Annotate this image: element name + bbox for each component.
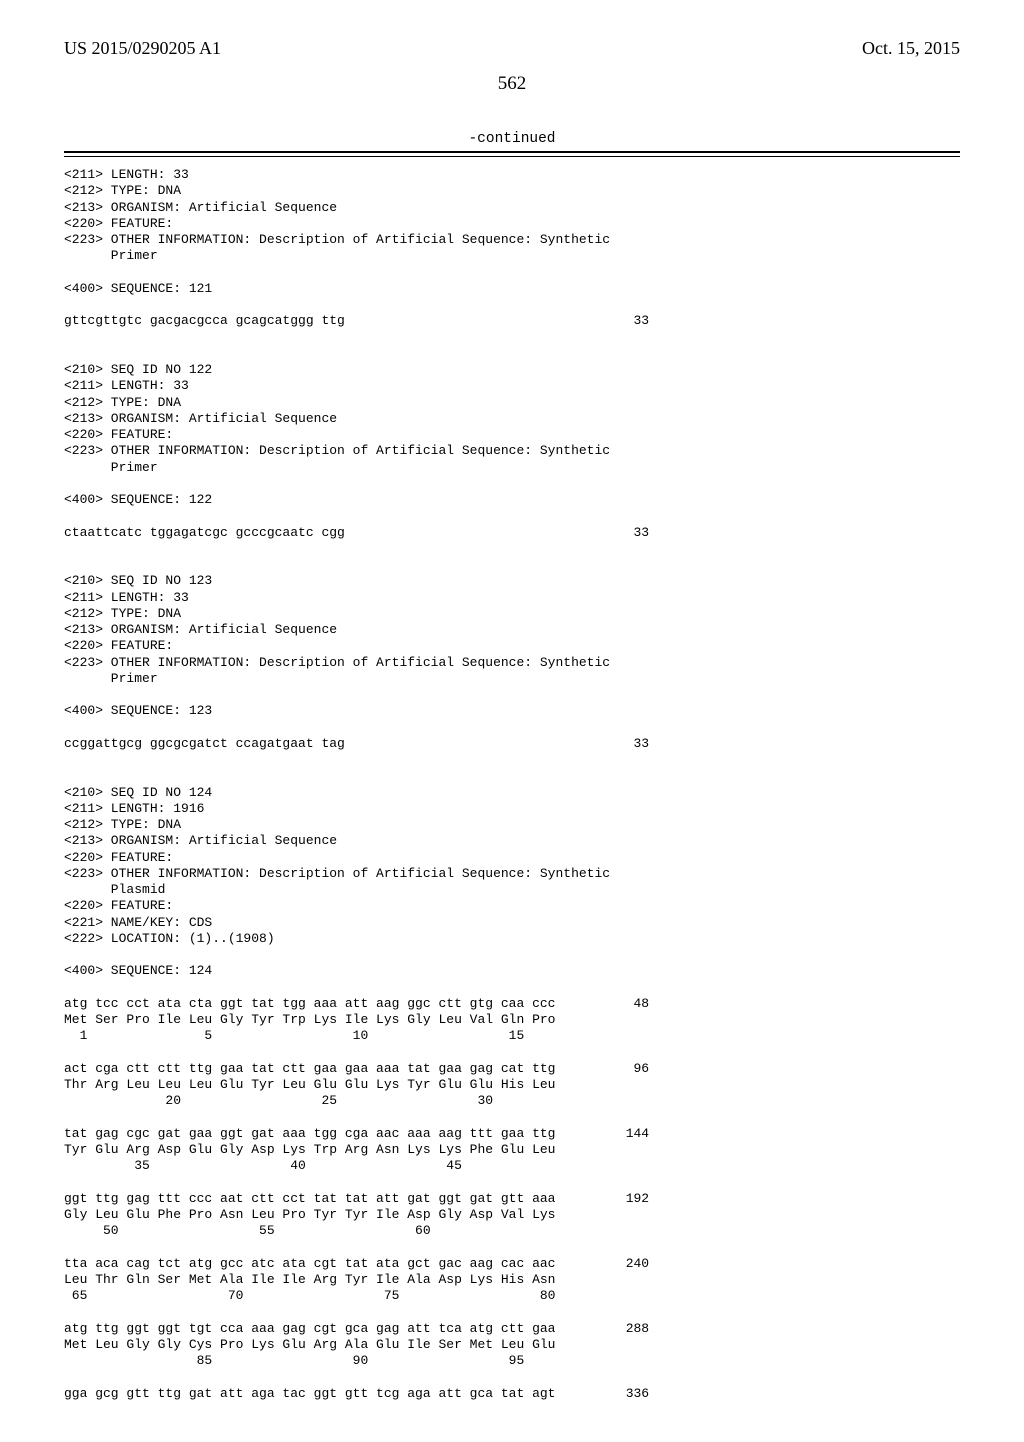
continued-label: -continued [64,131,960,147]
publication-number: US 2015/0290205 A1 [64,38,221,59]
rule-top-thick [64,151,960,153]
doc-header: US 2015/0290205 A1 Oct. 15, 2015 [64,38,960,59]
rule-top-thin [64,156,960,157]
page-number: 562 [64,73,960,95]
publication-date: Oct. 15, 2015 [862,38,960,59]
sequence-listing: <211> LENGTH: 33 <212> TYPE: DNA <213> O… [64,167,960,1402]
